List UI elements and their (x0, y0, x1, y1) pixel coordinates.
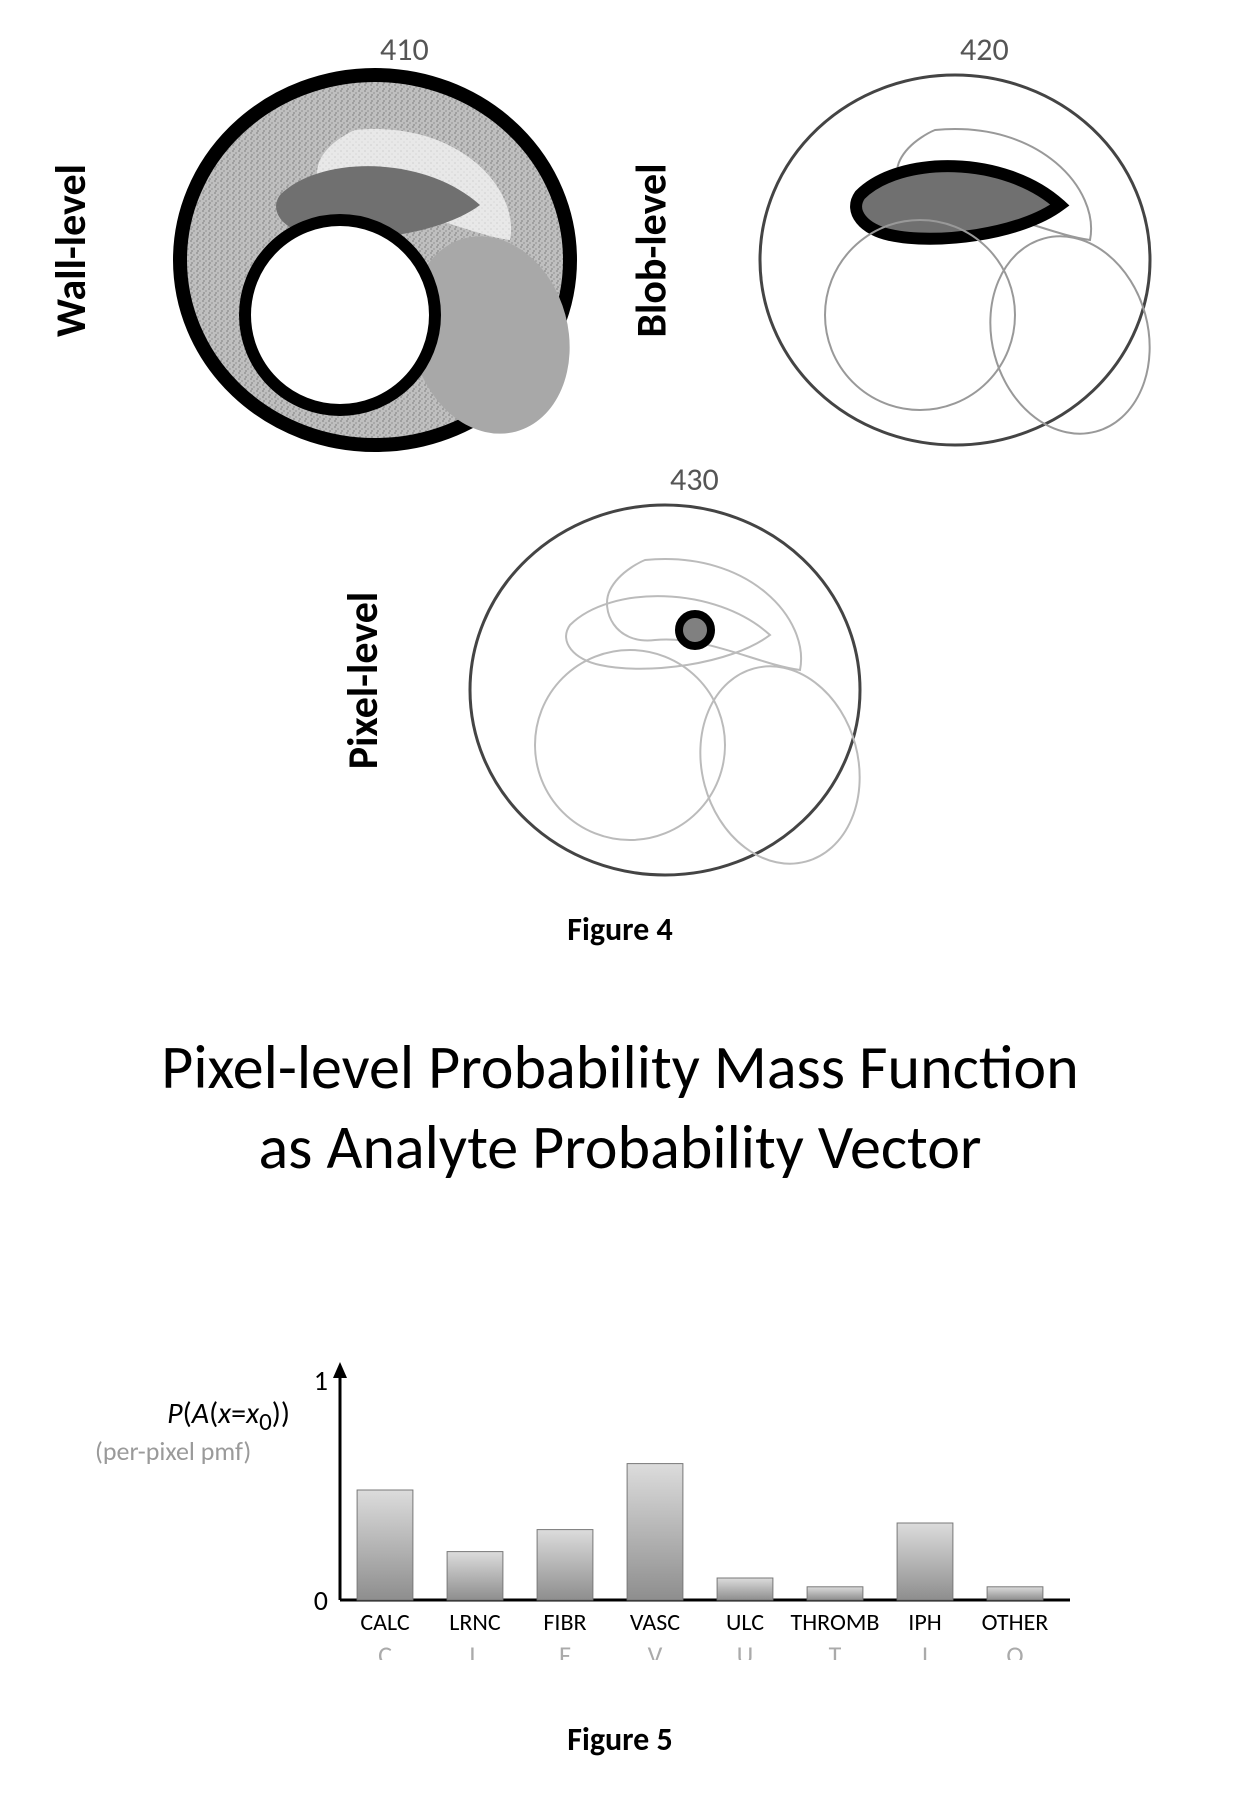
figure-4-caption: Figure 4 (0, 910, 1240, 949)
bar-label: ULC (726, 1608, 764, 1637)
bar-label: OTHER (982, 1608, 1049, 1637)
bar-label: THROMB (791, 1608, 880, 1637)
pmf-bar-chart: 0 1 CALCC LRNCL FIBRF VASCV ULCU THROMBT IPHI OTH… (200, 1360, 1080, 1660)
pixel-level-label: Pixel-level (338, 592, 389, 769)
figure-5-title-line-1: Pixel-level Probability Mass Function (0, 1030, 1240, 1104)
bar-fibr (537, 1530, 593, 1600)
bar-sublabel: F (559, 1639, 571, 1660)
svg-text:1: 1 (314, 1363, 328, 1398)
svg-text:0: 0 (314, 1583, 328, 1618)
bar-sublabel: L (470, 1639, 481, 1660)
bar-sublabel: T (829, 1639, 842, 1660)
bar-thromb (807, 1587, 863, 1600)
figure-5-title-line-2: as Analyte Probability Vector (0, 1110, 1240, 1184)
bar-label: IPH (908, 1608, 941, 1637)
bar-lrnc (447, 1552, 503, 1600)
bar-vasc (627, 1464, 683, 1600)
bar-ulc (717, 1578, 773, 1600)
blob-level-diagram (740, 60, 1170, 460)
bar-other (987, 1587, 1043, 1600)
figure-5-caption: Figure 5 (0, 1720, 1240, 1759)
pixel-level-diagram (450, 490, 880, 890)
bar-iph (897, 1523, 953, 1600)
bar-sublabel: V (648, 1639, 663, 1660)
bar-calc (357, 1490, 413, 1600)
wall-level-label: Wall-level (46, 164, 97, 337)
bar-label: LRNC (449, 1608, 501, 1637)
bar-label: FIBR (543, 1608, 586, 1637)
bar-sublabel: C (378, 1639, 392, 1660)
bar-label: CALC (360, 1608, 410, 1637)
bar-sublabel: U (737, 1639, 754, 1660)
page: Wall-level 410 Blob-level 420 (0, 0, 1240, 1796)
bar-sublabel: I (922, 1639, 929, 1660)
blob-level-label: Blob-level (627, 163, 678, 337)
wall-level-diagram (160, 60, 590, 460)
bar-label: VASC (630, 1608, 680, 1637)
bar-sublabel: O (1006, 1639, 1023, 1660)
